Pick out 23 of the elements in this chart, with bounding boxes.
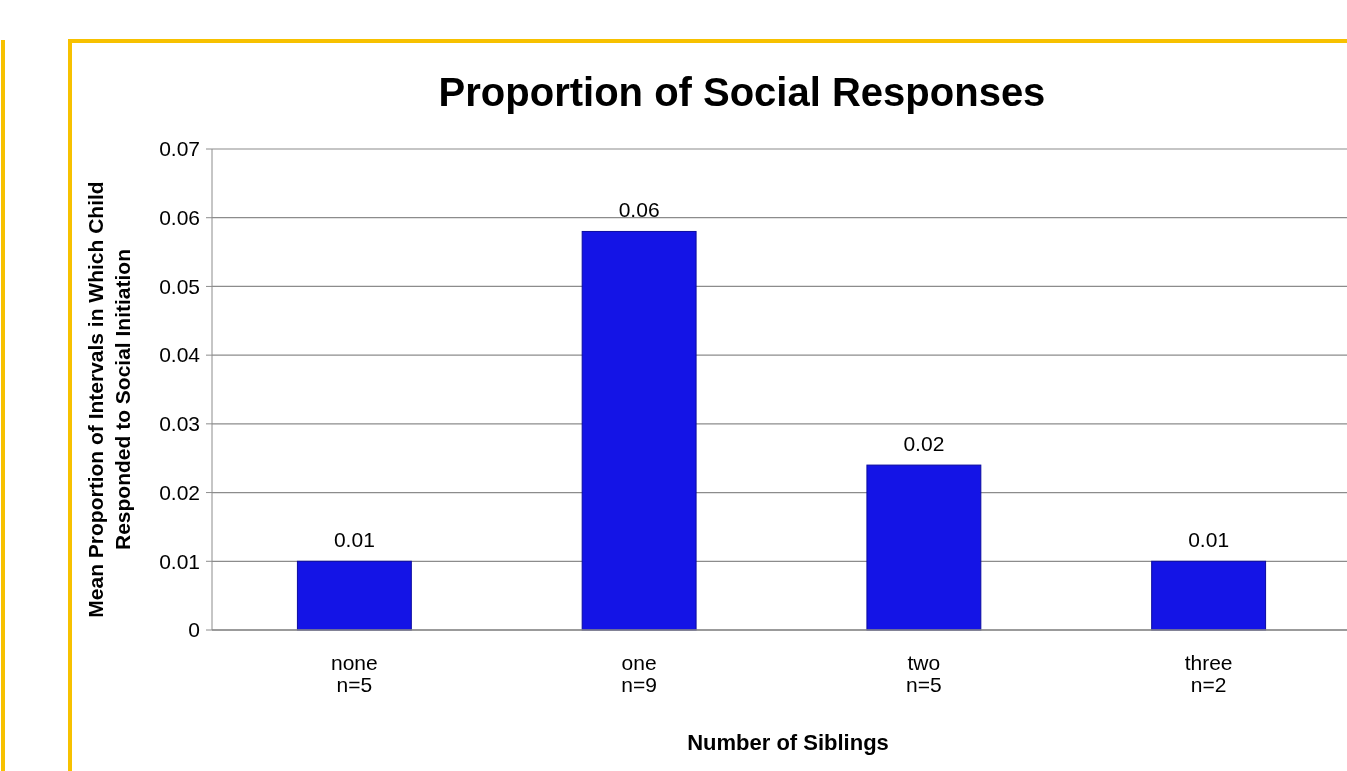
data-label: 0.02 [903, 432, 945, 456]
bar [581, 230, 697, 631]
x-axis-title: Number of Siblings [687, 730, 889, 755]
chart-title: Proportion of Social Responses [438, 70, 1046, 114]
data-label: 0.01 [333, 528, 375, 552]
bar [296, 560, 412, 631]
x-tick-label: three n=2 [1184, 651, 1233, 696]
x-tick-label: two n=5 [906, 651, 942, 696]
x-tick-label: none n=5 [331, 651, 378, 696]
y-tick-label: 0.01 [159, 549, 200, 573]
y-tick-label: 0.03 [159, 412, 200, 436]
y-tick-label: 0 [188, 618, 200, 642]
y-tick-label: 0.06 [159, 206, 200, 230]
data-label: 0.01 [1188, 528, 1230, 552]
y-tick-label: 0.04 [159, 343, 201, 367]
y-axis-title: Mean Proportion of Intervals in Which Child Responded to Social Initiation [84, 181, 134, 618]
bar [866, 464, 982, 631]
y-tick-label: 0.02 [159, 480, 200, 504]
bar [1151, 560, 1267, 631]
x-tick-label: one n=9 [621, 651, 657, 696]
data-label: 0.06 [618, 198, 660, 222]
y-tick-label: 0.07 [159, 137, 200, 161]
y-tick-label: 0.05 [159, 274, 200, 298]
